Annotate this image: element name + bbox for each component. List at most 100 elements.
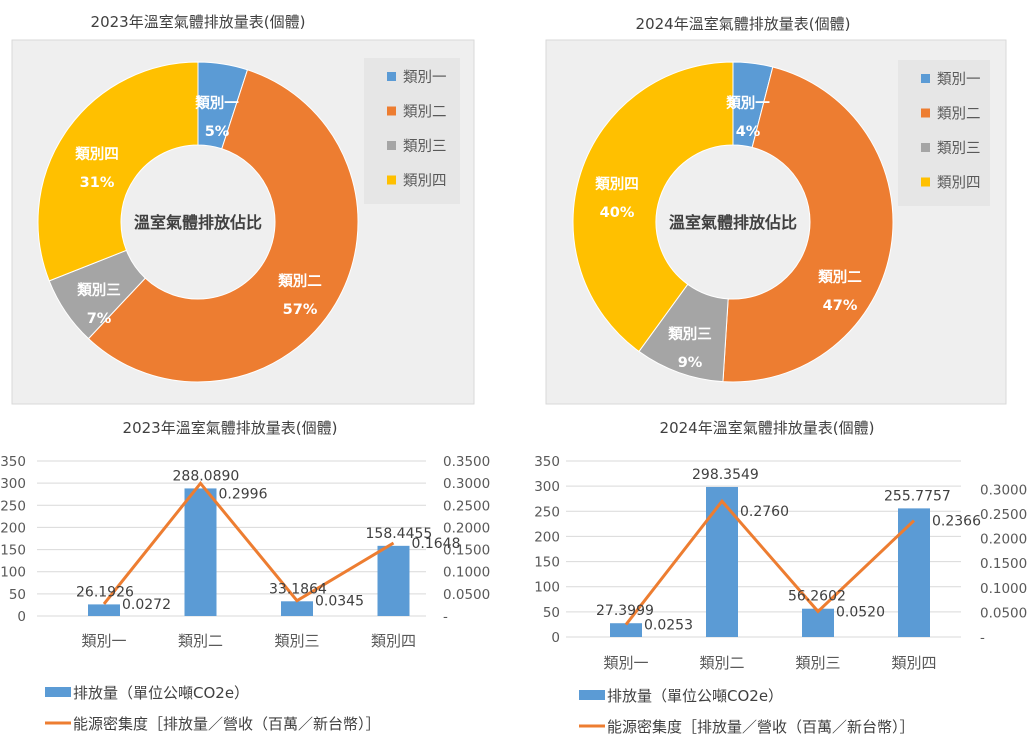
- legend-swatch: [387, 175, 396, 185]
- slice-category-label: 類別二: [277, 273, 322, 290]
- right-axis-tick: 0.1000: [980, 581, 1027, 597]
- left-axis-tick: 300: [0, 476, 26, 492]
- bar-data-label: 158.4455: [366, 526, 433, 542]
- right-axis-tick: 0.2000: [980, 532, 1027, 548]
- right-axis-tick: -: [443, 609, 448, 625]
- bar-data-label: 27.3999: [596, 603, 654, 619]
- left-axis-tick: 50: [9, 587, 26, 603]
- combo-chart-2024: 2024年溫室氣體排放量表(個體) 0 50 100 150 200 250 300 350 - 0…: [534, 419, 1027, 736]
- bar-data-label: 288.0890: [173, 468, 240, 484]
- slice-category-label: 類別四: [74, 146, 119, 163]
- chart-title: 2023年溫室氣體排放量表(個體): [123, 419, 338, 437]
- line-series: [102, 480, 395, 605]
- category-tick-label: 類別一: [81, 632, 126, 650]
- legend-swatch: [387, 72, 396, 81]
- left-axis-tick: 150: [0, 543, 26, 559]
- line-data-label: 0.2996: [219, 486, 268, 502]
- right-axis-tick: 0.2500: [980, 507, 1027, 523]
- legend-label: 類別一: [403, 69, 447, 86]
- donut-center-text: 溫室氣體排放佔比: [134, 213, 262, 232]
- left-axis-tick: 350: [0, 454, 26, 470]
- left-axis-tick: 100: [0, 565, 26, 581]
- line-series: [624, 498, 916, 626]
- right-axis-tick: 0.2000: [443, 520, 490, 536]
- legend-swatch: [921, 143, 930, 152]
- legend-swatch: [921, 177, 930, 187]
- chart-title: 2023年溫室氣體排放量表(個體): [91, 13, 306, 31]
- category-tick-label: 類別二: [699, 654, 744, 672]
- legend-box: [898, 60, 990, 206]
- category-tick-label: 類別一: [603, 654, 648, 672]
- legend-label: 類別四: [403, 173, 447, 190]
- bar-4: [377, 545, 410, 616]
- legend-label: 類別二: [937, 106, 981, 123]
- bar-3: [281, 601, 313, 616]
- right-axis-tick: 0.0500: [980, 605, 1027, 621]
- donut-chart-2024: 2024年溫室氣體排放量表(個體) 溫室氣體排放佔比 類別一 4% 類別二 47% 類別三 9…: [545, 15, 1007, 405]
- slice-percent-label: 7%: [87, 311, 112, 327]
- slice-category-label: 類別一: [725, 95, 770, 112]
- bar-1: [610, 623, 642, 637]
- legend-label: 類別一: [937, 71, 981, 88]
- right-axis-tick: 0.3500: [443, 454, 490, 470]
- legend-swatch: [921, 74, 930, 83]
- left-axis-tick: 350: [534, 454, 560, 470]
- category-tick-label: 類別四: [891, 654, 936, 672]
- donut-slice-4: [572, 61, 734, 353]
- right-axis-tick: 0.2500: [443, 498, 490, 514]
- legend-bar-swatch: [45, 687, 71, 697]
- legend-bar-label: 排放量（單位公噸CO2e）: [73, 684, 249, 702]
- combo-chart-2023: 2023年溫室氣體排放量表(個體) 0 50 100 150 200 250 300 350 - 0…: [0, 419, 490, 733]
- left-axis-tick: 0: [17, 609, 26, 625]
- donut-center-text: 溫室氣體排放佔比: [669, 213, 797, 232]
- line-data-label: 0.2366: [932, 514, 981, 530]
- slice-category-label: 類別一: [194, 95, 239, 112]
- legend-line-label: 能源密集度［排放量／營收（百萬／新台幣）］: [73, 715, 381, 733]
- chart-title: 2024年溫室氣體排放量表(個體): [636, 15, 851, 33]
- legend-swatch: [921, 108, 930, 118]
- bar-data-label: 56.2602: [788, 589, 846, 605]
- slice-percent-label: 9%: [678, 355, 703, 371]
- right-axis-tick: 0.1500: [980, 556, 1027, 572]
- legend-label: 類別二: [403, 104, 447, 121]
- slice-percent-label: 31%: [80, 175, 115, 191]
- chart-title: 2024年溫室氣體排放量表(個體): [660, 419, 875, 437]
- bar-2: [184, 488, 217, 616]
- slice-category-label: 類別三: [667, 326, 712, 343]
- bar-data-label: 33.1864: [269, 581, 327, 597]
- legend-line-label: 能源密集度［排放量／營收（百萬／新台幣）］: [607, 718, 915, 736]
- bar-data-label: 298.3549: [692, 467, 759, 483]
- legend-label: 類別四: [937, 175, 981, 192]
- line-data-label: 0.0272: [122, 597, 171, 613]
- bar-4: [898, 508, 930, 637]
- donut-slice-2: [87, 69, 359, 383]
- bar-data-label: 255.7757: [884, 488, 951, 504]
- left-axis-tick: 200: [0, 520, 26, 536]
- legend-label: 類別三: [403, 138, 447, 155]
- line-data-label: 0.0253: [644, 618, 693, 634]
- slice-percent-label: 5%: [205, 124, 230, 140]
- donut-slice-2: [722, 66, 894, 383]
- slice-category-label: 類別二: [817, 269, 862, 286]
- right-axis-tick: -: [980, 630, 985, 646]
- category-tick-label: 類別三: [795, 654, 840, 672]
- donut-slice-4: [37, 61, 199, 282]
- legend-swatch: [387, 141, 396, 150]
- right-axis-tick: 0.0500: [443, 587, 490, 603]
- line-data-label: 0.2760: [740, 504, 789, 520]
- left-axis-tick: 100: [534, 580, 560, 596]
- bar-1: [88, 604, 120, 616]
- left-axis-tick: 200: [534, 529, 560, 545]
- legend-bar-label: 排放量（單位公噸CO2e）: [607, 687, 783, 705]
- category-tick-label: 類別二: [178, 632, 223, 650]
- legend-bar-swatch: [579, 690, 605, 700]
- right-axis-tick: 0.1500: [443, 543, 490, 559]
- slice-percent-label: 4%: [736, 124, 761, 140]
- left-axis-tick: 50: [543, 605, 560, 621]
- left-axis-tick: 150: [534, 555, 560, 571]
- slice-percent-label: 47%: [823, 298, 858, 314]
- left-axis-tick: 0: [551, 630, 560, 646]
- line-data-label: 0.1648: [412, 536, 461, 552]
- left-axis-tick: 300: [534, 479, 560, 495]
